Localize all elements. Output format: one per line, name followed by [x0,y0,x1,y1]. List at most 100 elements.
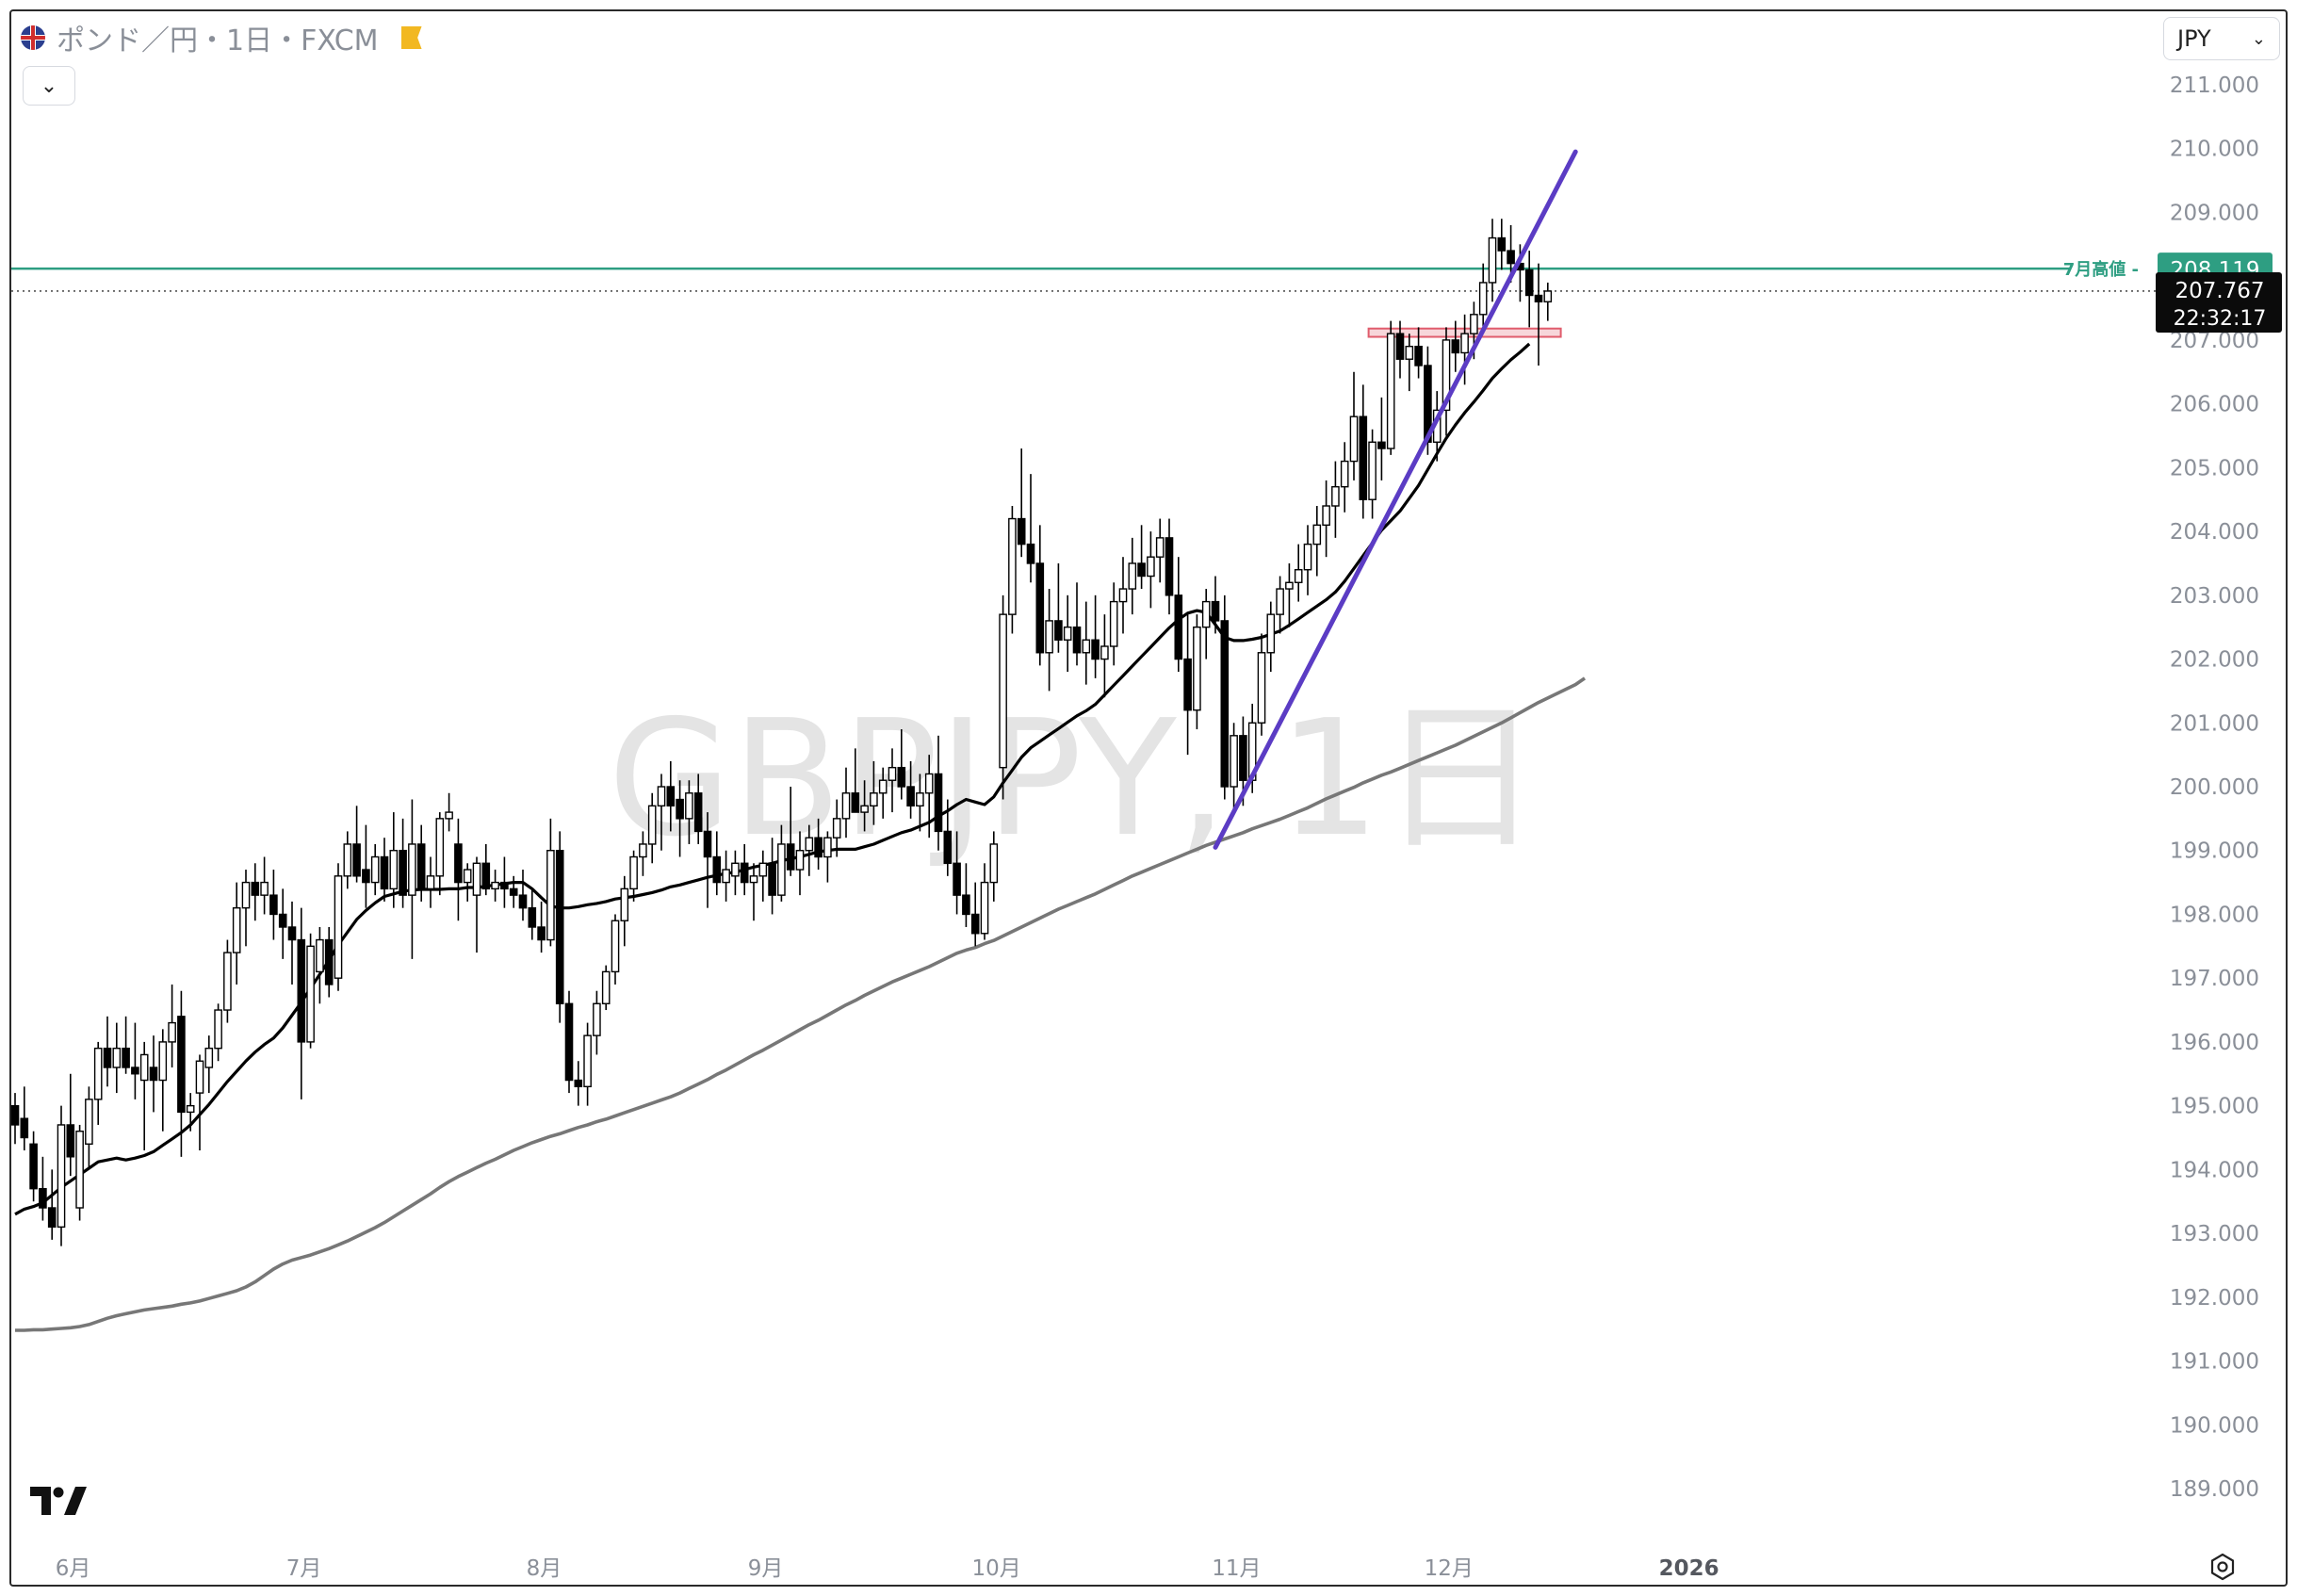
candle [380,838,389,902]
candle [1331,461,1340,538]
symbol-header[interactable]: ポンド／円・1日・FXCM [21,17,422,58]
candle-body [712,855,722,884]
candle [1322,480,1330,558]
candle [814,818,823,871]
candle-body [685,792,693,820]
candle [953,831,961,915]
candle-body [601,970,611,1004]
candle-body [1442,339,1451,412]
candle-body [980,881,989,935]
x-tick-label: 10月 [971,1556,1020,1581]
candle [888,748,897,813]
candle [316,927,324,1004]
candle [768,838,776,915]
moving-average-long [15,676,1587,1332]
candle [408,799,416,959]
candle-body [509,888,518,896]
candle-body [786,843,795,871]
candle [131,1022,139,1099]
candle-body [75,1131,84,1209]
candle [389,812,399,908]
candle-body [139,1053,149,1082]
candle-body [316,938,324,973]
candle [334,863,343,991]
candle-body [906,786,915,807]
candle [287,901,297,985]
candle-body [122,1047,130,1068]
candle [943,799,953,876]
currency-select[interactable]: JPY ⌄ [2163,17,2280,60]
candle-body [85,1099,93,1145]
candle-body [1524,269,1534,297]
candle-body [103,1047,112,1068]
candle-body [1470,314,1478,334]
y-tick-label: 207.000 [2170,329,2259,353]
x-tick-label: 12月 [1425,1556,1474,1581]
candle [1082,601,1091,685]
candle-body [1026,543,1035,564]
y-tick-label: 211.000 [2170,73,2259,98]
candle [870,760,878,825]
candle-body [1155,537,1165,558]
candle-body [1147,556,1155,578]
candle [1312,506,1322,577]
candle-body [47,1207,57,1229]
candle [999,594,1007,800]
candle-body [1303,543,1312,571]
candle [1386,320,1395,455]
y-tick-label: 193.000 [2170,1222,2259,1246]
candle-body [1405,345,1414,360]
x-tick-label: 9月 [748,1556,784,1581]
candle [1340,442,1349,513]
x-tick-label: 8月 [527,1556,562,1581]
candle [1193,614,1201,730]
candle-body [10,1104,20,1126]
candle-body [29,1143,38,1190]
candle [195,1054,204,1151]
candle [1054,562,1063,653]
currency-value: JPY [2177,25,2211,52]
candle-body [999,613,1007,769]
candle-body [20,1117,29,1139]
candle-body [1331,485,1340,507]
collapse-legend-button[interactable]: ⌄ [23,66,75,106]
candle [454,818,463,921]
candle-body [491,881,499,890]
candle [66,1073,75,1177]
candle-body [870,792,878,807]
candle-body [722,869,730,884]
candle-body [943,830,953,864]
x-tick-label: 6月 [56,1556,91,1581]
candle [823,831,832,883]
candle-body [1285,581,1294,590]
y-tick-label: 204.000 [2170,520,2259,545]
candle-body [564,1002,574,1082]
symbol-title[interactable]: ポンド／円・1日・FXCM [57,24,379,57]
candle-body [897,766,906,788]
candle [251,863,260,921]
candle-body [1534,294,1543,302]
bookmark-flag-icon[interactable] [400,26,422,49]
candle [1026,474,1035,583]
candle-body [639,843,647,858]
candle [555,831,564,1023]
candle-body [39,1187,47,1209]
candle [214,1003,222,1062]
y-tick-label: 198.000 [2170,903,2259,927]
candle-body [555,850,564,1004]
candle-body [112,1047,122,1068]
candle-body [251,881,260,896]
chart-frame [9,9,2288,1587]
candle [39,1156,47,1221]
candle [362,824,370,908]
candle-body [916,792,924,807]
candle [1442,327,1451,436]
candle-body [195,1060,204,1094]
candle-body [389,850,399,890]
candle [1063,594,1072,673]
settings-icon[interactable] [2208,1553,2237,1581]
candle-body [463,869,472,884]
candle-body [1294,569,1303,583]
candle-body [823,837,832,858]
